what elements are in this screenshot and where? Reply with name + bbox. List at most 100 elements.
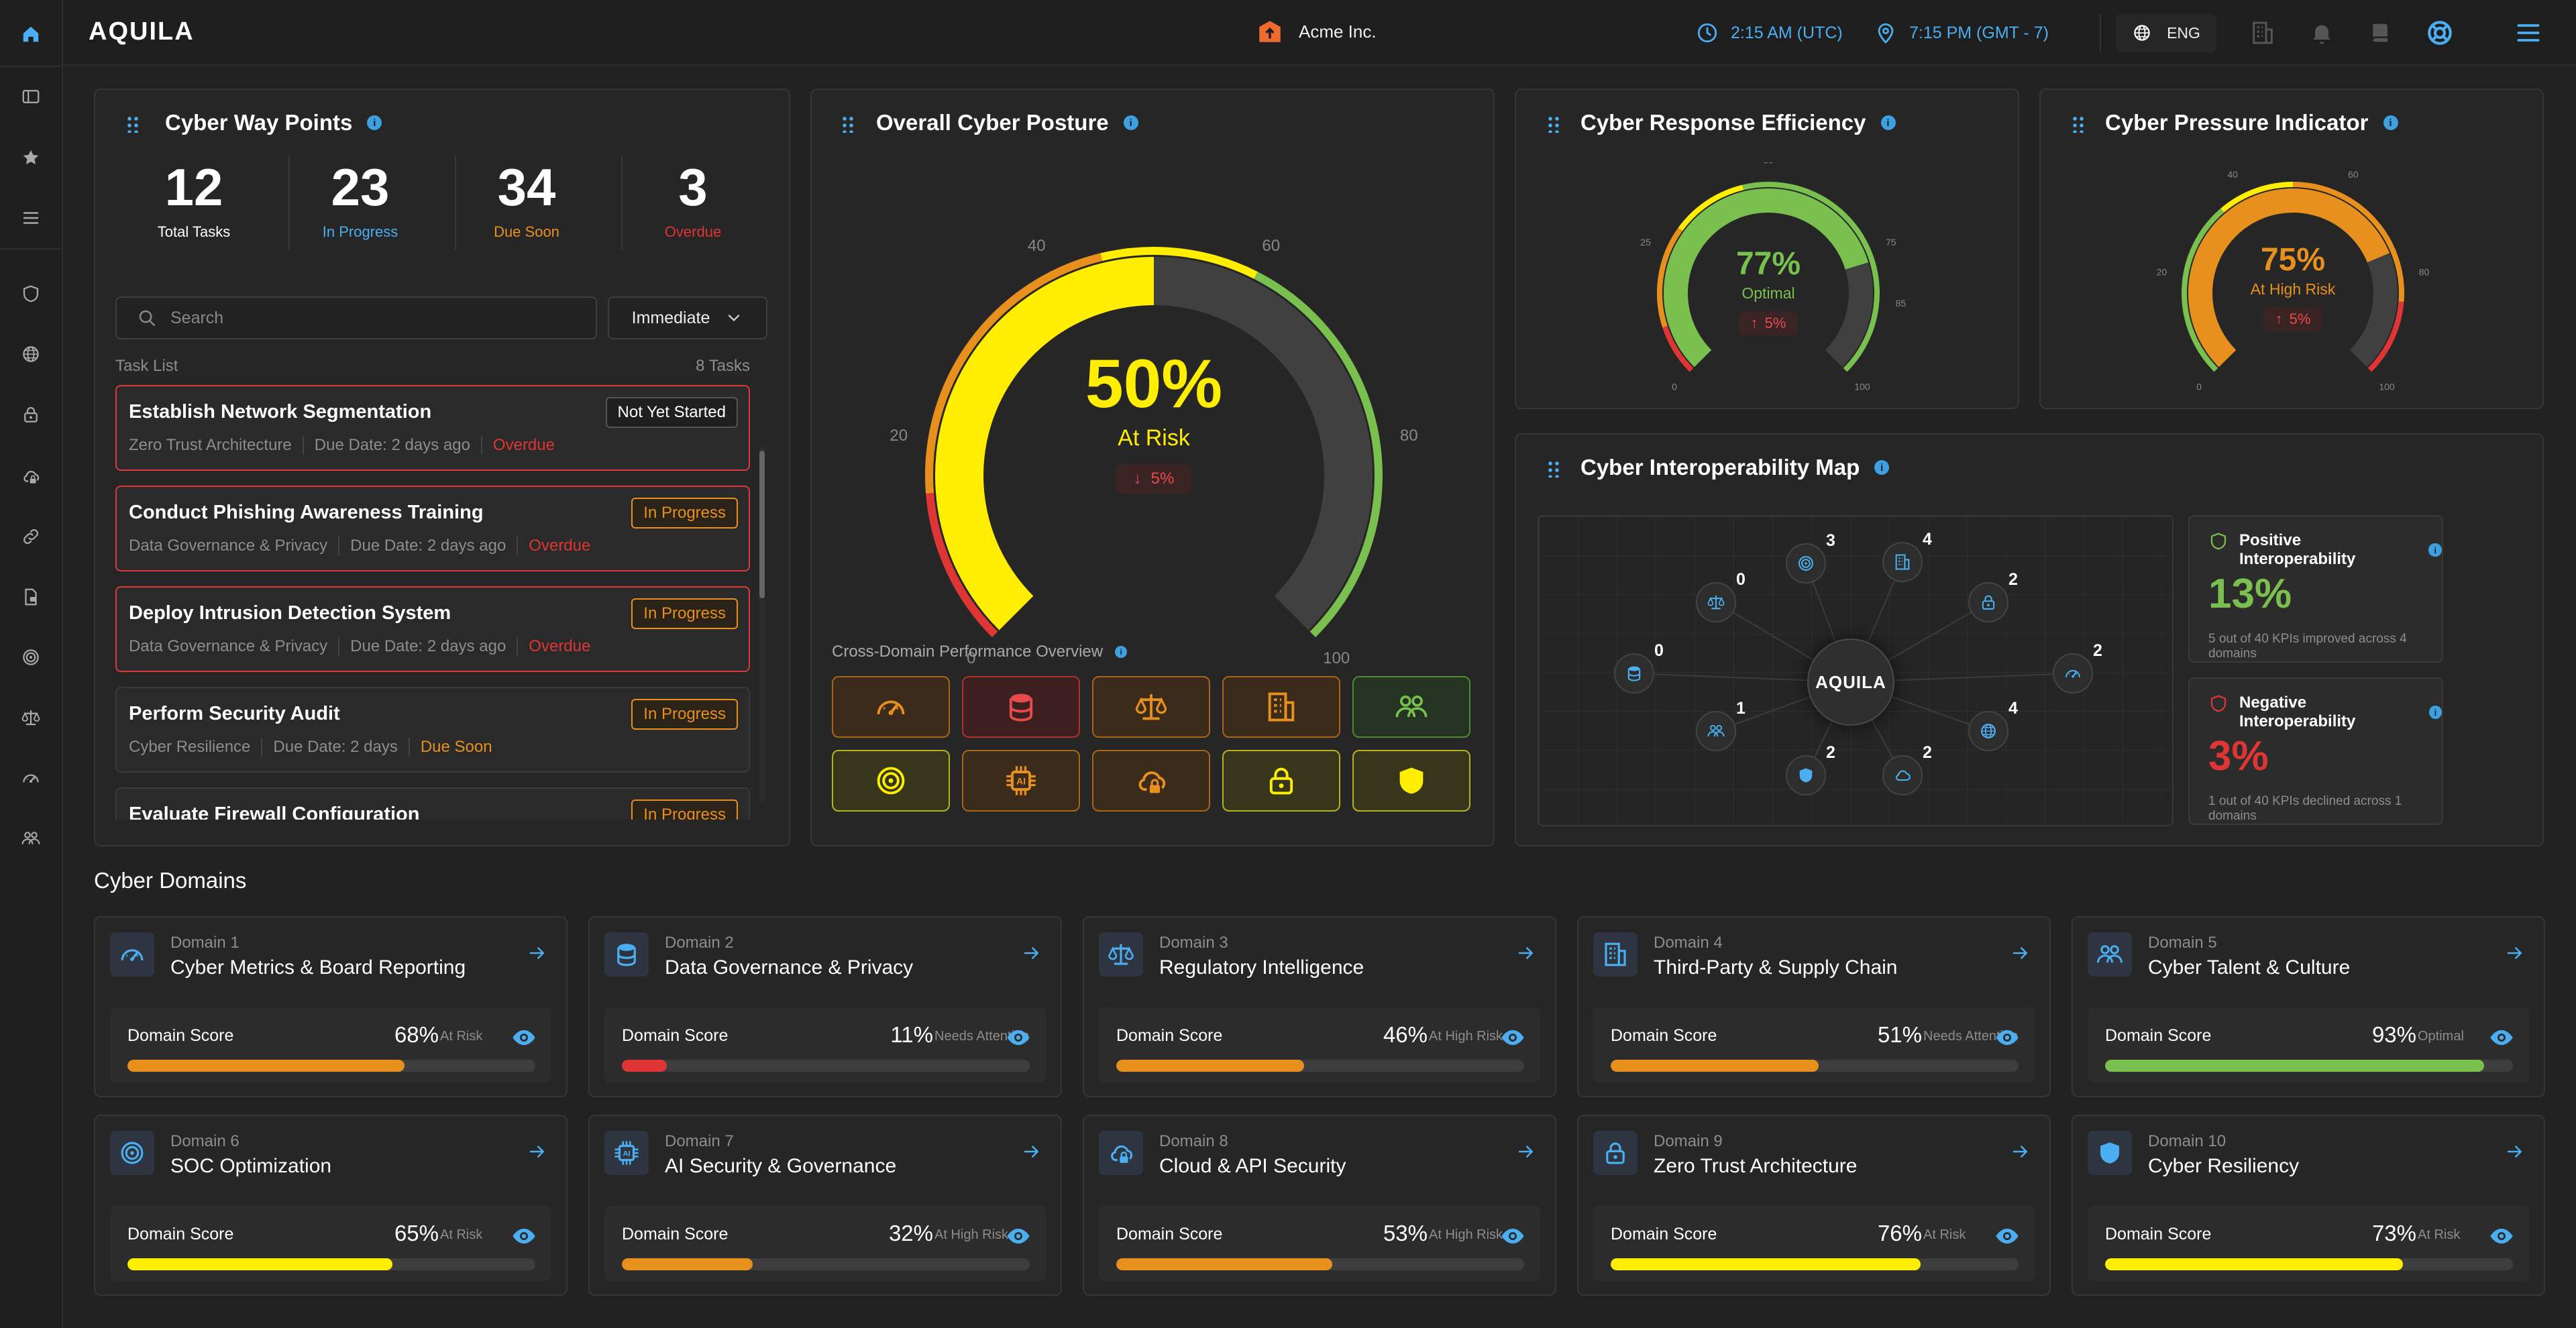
link-icon[interactable] [15,520,47,553]
domain-card[interactable]: Domain 5 Cyber Talent & Culture Domain S… [2072,916,2545,1097]
arrow-right-icon[interactable] [1516,943,1536,966]
favorites-icon[interactable] [15,142,47,174]
domain-node[interactable] [1614,653,1654,694]
eye-icon[interactable] [1994,1025,2020,1054]
task-item[interactable]: Conduct Phishing Awareness Training In P… [115,486,750,571]
domain-node[interactable] [2053,653,2093,694]
domain-tile-scales-icon[interactable] [1092,676,1210,738]
positive-interoperability-panel[interactable]: Positive Interoperability i 13% 5 out of … [2188,515,2443,663]
target-icon[interactable] [15,641,47,673]
cloud-lock-icon[interactable] [15,460,47,492]
drag-handle-icon[interactable] [841,115,855,133]
domain-tile-lock-icon[interactable] [1222,750,1340,812]
stat-in-progress[interactable]: 23 In Progress [283,157,437,241]
eye-icon[interactable] [1006,1223,1031,1252]
domain-card[interactable]: Domain 9 Zero Trust Architecture Domain … [1577,1115,2051,1296]
globe-icon[interactable] [15,338,47,370]
drag-handle-icon[interactable] [2072,115,2085,133]
eye-icon[interactable] [1500,1223,1525,1252]
info-icon[interactable]: i [1874,460,1890,475]
domain-tile-gauge-icon[interactable] [832,676,950,738]
domain-card[interactable]: Domain 6 SOC Optimization Domain Score 6… [94,1115,568,1296]
task-search-input[interactable]: Search [115,296,597,339]
info-icon[interactable]: i [1123,115,1138,130]
domain-card[interactable]: Domain 7 AI Security & Governance Domain… [588,1115,1062,1296]
scrollbar-thumb[interactable] [759,451,765,598]
info-icon[interactable]: i [2428,706,2442,719]
hamburger-menu-icon[interactable] [2512,16,2545,50]
domain-card[interactable]: Domain 3 Regulatory Intelligence Domain … [1083,916,1556,1097]
arrow-right-icon[interactable] [527,1142,547,1165]
task-list-scrollbar[interactable] [759,447,765,802]
domain-card[interactable]: Domain 2 Data Governance & Privacy Domai… [588,916,1062,1097]
domain-tile-shield-icon[interactable] [1352,750,1470,812]
stat-due-soon[interactable]: 34 Due Soon [449,157,604,241]
task-item[interactable]: Evaluate Firewall Configuration In Progr… [115,787,750,820]
domain-tile-people-icon[interactable] [1352,676,1470,738]
language-selector[interactable]: ENG [2116,13,2216,52]
info-icon[interactable]: i [2428,543,2442,557]
scales-icon[interactable] [15,702,47,734]
domain-node[interactable] [1696,711,1736,751]
domain-tile-building-icon[interactable] [1222,676,1340,738]
gauge-icon[interactable] [15,762,47,794]
app-logo[interactable]: AQUILA [89,17,195,46]
eye-icon[interactable] [511,1025,537,1054]
domain-node[interactable] [1696,582,1736,622]
domain-card[interactable]: Domain 4 Third-Party & Supply Chain Doma… [1577,916,2051,1097]
domain-node[interactable] [1968,711,2008,751]
people-icon[interactable] [15,822,47,854]
info-icon[interactable]: i [1880,115,1896,130]
priority-filter-select[interactable]: Immediate [608,296,767,339]
organization-selector[interactable]: Acme Inc. [1256,17,1377,46]
domain-node[interactable] [1882,755,1923,795]
domain-card[interactable]: Domain 1 Cyber Metrics & Board Reporting… [94,916,568,1097]
negative-interoperability-panel[interactable]: Negative Interoperability i 3% 1 out of 4… [2188,677,2443,825]
bell-icon[interactable] [2305,16,2339,50]
help-icon[interactable] [2423,16,2457,50]
stat-overdue[interactable]: 3 Overdue [616,157,770,241]
eye-icon[interactable] [1994,1223,2020,1252]
task-item[interactable]: Establish Network Segmentation Not Yet S… [115,385,750,471]
panel-toggle-icon[interactable] [15,80,47,113]
domain-node[interactable] [1968,582,2008,622]
arrow-right-icon[interactable] [1022,1142,1042,1165]
drag-handle-icon[interactable] [1547,115,1560,133]
shield-icon[interactable] [15,278,47,310]
info-icon[interactable]: i [2383,115,2398,130]
eye-icon[interactable] [2489,1223,2514,1252]
drag-handle-icon[interactable] [126,115,140,133]
lock-icon[interactable] [15,398,47,431]
domain-tile-cloud-lock-icon[interactable] [1092,750,1210,812]
arrow-right-icon[interactable] [1022,943,1042,966]
arrow-right-icon[interactable] [1516,1142,1536,1165]
info-icon[interactable]: i [1115,646,1128,658]
arrow-right-icon[interactable] [2010,943,2031,966]
book-icon[interactable] [2364,16,2398,50]
eye-icon[interactable] [511,1223,537,1252]
drag-handle-icon[interactable] [1547,460,1560,478]
domain-node[interactable] [1882,542,1923,582]
arrow-right-icon[interactable] [527,943,547,966]
task-item[interactable]: Deploy Intrusion Detection System In Pro… [115,586,750,672]
hub-node[interactable]: AQUILA [1807,639,1894,726]
building-icon[interactable] [2246,16,2279,50]
eye-icon[interactable] [1500,1025,1525,1054]
info-icon[interactable]: i [367,115,382,130]
arrow-right-icon[interactable] [2010,1142,2031,1165]
eye-icon[interactable] [2489,1025,2514,1054]
domain-card[interactable]: Domain 10 Cyber Resiliency Domain Score … [2072,1115,2545,1296]
domain-tile-database-icon[interactable] [962,676,1080,738]
stat-total-tasks[interactable]: 12 Total Tasks [117,157,271,241]
domain-card[interactable]: Domain 8 Cloud & API Security Domain Sco… [1083,1115,1556,1296]
home-icon[interactable] [15,18,47,50]
list-icon[interactable] [15,202,47,234]
domain-tile-ai-chip-icon[interactable] [962,750,1080,812]
domain-node[interactable] [1786,543,1826,584]
arrow-right-icon[interactable] [2505,1142,2525,1165]
domain-node[interactable] [1786,755,1826,795]
arrow-right-icon[interactable] [2505,943,2525,966]
domain-tile-target-icon[interactable] [832,750,950,812]
document-lock-icon[interactable] [15,581,47,613]
eye-icon[interactable] [1006,1025,1031,1054]
